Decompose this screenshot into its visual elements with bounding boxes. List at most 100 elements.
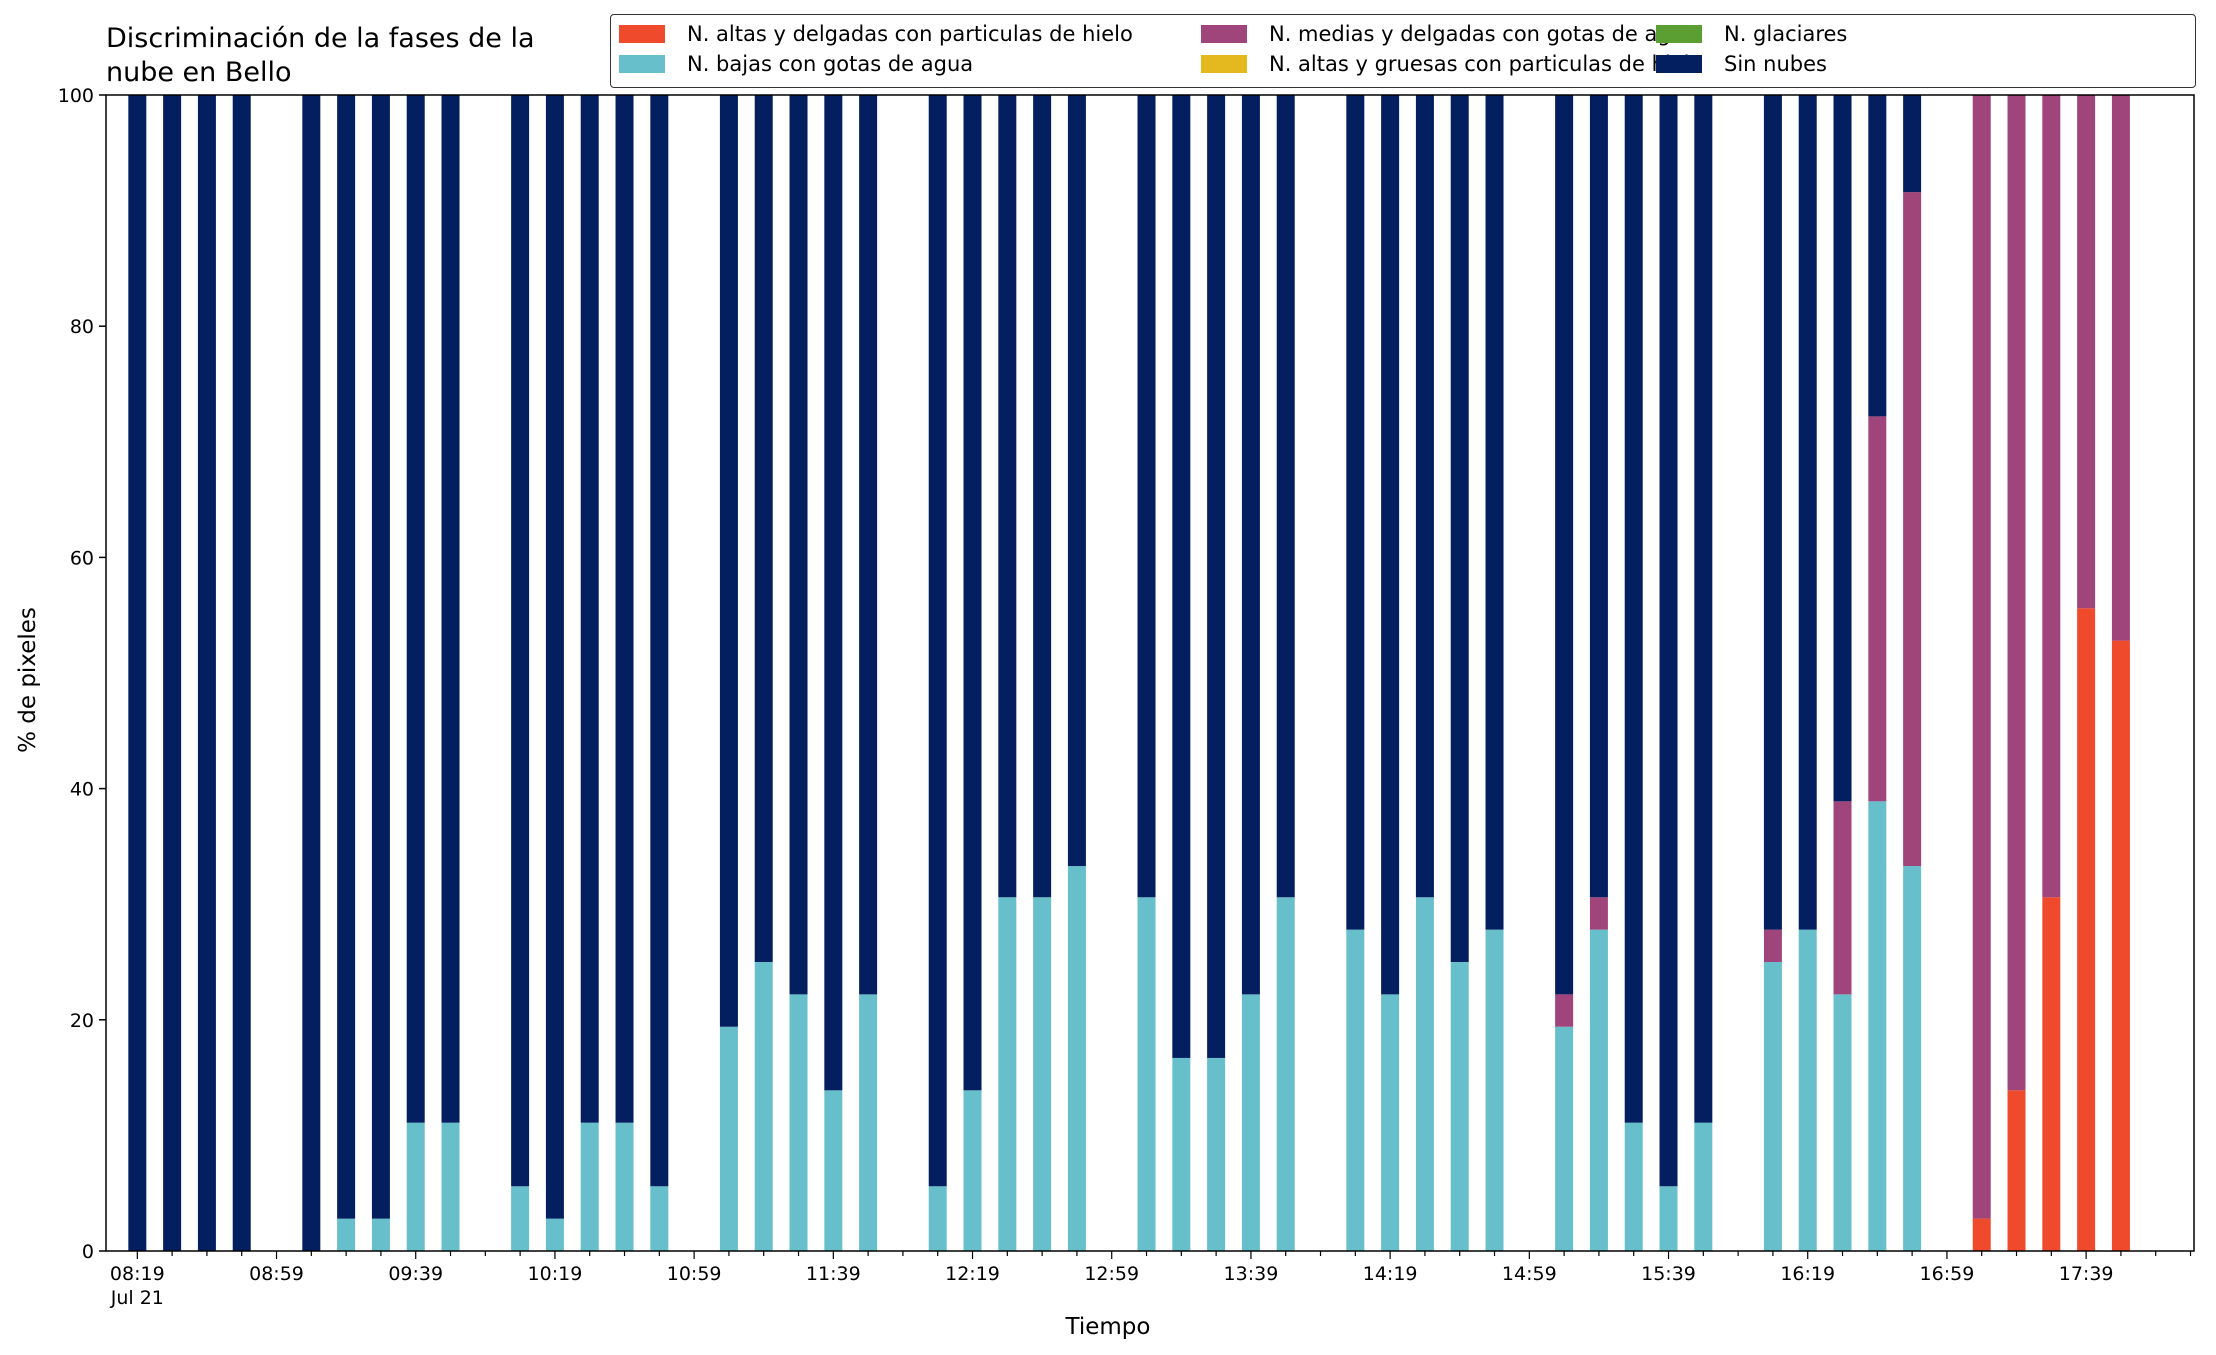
bar-group [1415, 95, 1434, 1251]
bar-group [1972, 95, 1991, 1251]
bar-segment-high-thin [2007, 1090, 2026, 1251]
bar-segment-clear [824, 95, 843, 1091]
bar-group [1276, 95, 1295, 1251]
bar-segment-low-water [1833, 994, 1852, 1251]
bar-segment-low-water [824, 1090, 843, 1251]
legend-swatch [1201, 25, 1247, 43]
bar-group [1137, 95, 1156, 1251]
bar-segment-mid-water [1972, 95, 1991, 1219]
bar-group [337, 95, 356, 1251]
bar-segment-low-water [441, 1122, 460, 1251]
y-tick-label: 0 [82, 1241, 94, 1263]
bar-group [511, 95, 530, 1251]
bar-group [1172, 95, 1191, 1251]
bar-segment-clear [128, 95, 147, 1251]
bar-segment-mid-water [2007, 95, 2026, 1091]
bar-segment-clear [1868, 95, 1887, 417]
bar-group [1659, 95, 1678, 1251]
legend-label: N. glaciares [1724, 22, 1848, 46]
bar-segment-clear [1763, 95, 1782, 930]
bar-segment-low-water [928, 1186, 947, 1251]
bar-group [1346, 95, 1365, 1251]
bar-segment-clear [1589, 95, 1608, 898]
bar-segment-low-water [998, 897, 1017, 1251]
bar-segment-clear [1415, 95, 1434, 898]
bar-segment-clear [928, 95, 947, 1187]
bar-group [1694, 95, 1713, 1251]
legend-label: N. altas y gruesas con particulas de hie… [1269, 52, 1703, 76]
x-tick-label: 11:39 [806, 1263, 861, 1285]
bar-group [545, 95, 564, 1251]
bar-segment-low-water [963, 1090, 982, 1251]
x-tick-label: 12:19 [945, 1263, 1000, 1285]
bar-group [754, 95, 773, 1251]
legend-item: N. bajas con gotas de agua [619, 49, 973, 79]
bar-segment-clear [1624, 95, 1643, 1123]
bar-segment-clear [1137, 95, 1156, 898]
bar-segment-clear [1833, 95, 1852, 802]
bar-segment-low-water [859, 994, 878, 1251]
bar-segment-clear [998, 95, 1017, 898]
bar-group [2077, 95, 2096, 1251]
bar-segment-clear [963, 95, 982, 1091]
x-tick-label: 08:59 [249, 1263, 304, 1285]
bar-group [232, 95, 251, 1251]
bar-segment-low-water [1033, 897, 1052, 1251]
bar-segment-clear [1450, 95, 1469, 962]
bar-segment-mid-water [1589, 897, 1608, 930]
x-tick-label: 08:19 [110, 1263, 165, 1285]
bar-segment-low-water [580, 1122, 599, 1251]
bar-segment-low-water [1346, 929, 1365, 1251]
chart-title: Discriminación de la fases de la nube en… [106, 23, 535, 88]
bar-segment-clear [580, 95, 599, 1123]
legend-item: N. altas y delgadas con particulas de hi… [619, 19, 1133, 49]
x-tick-label: 15:39 [1641, 1263, 1696, 1285]
bar-group [2042, 95, 2061, 1251]
bar-segment-clear [1798, 95, 1817, 930]
bar-segment-low-water [545, 1218, 564, 1251]
bar-group [1033, 95, 1052, 1251]
y-tick-label: 40 [70, 779, 94, 801]
x-tick-label: 14:59 [1502, 1263, 1557, 1285]
bar-group [789, 95, 808, 1251]
bar-segment-clear [371, 95, 390, 1219]
bar-segment-clear [1381, 95, 1400, 995]
bar-group [302, 95, 321, 1251]
bar-group [163, 95, 182, 1251]
legend-swatch [619, 55, 665, 73]
bar-segment-clear [163, 95, 182, 1251]
bar-group [859, 95, 878, 1251]
x-tick-label: 14:19 [1363, 1263, 1418, 1285]
x-tick-label: 16:59 [1920, 1263, 1975, 1285]
bar-segment-low-water [1381, 994, 1400, 1251]
bar-segment-clear [1485, 95, 1504, 930]
bar-segment-clear [1033, 95, 1052, 898]
bar-group [1833, 95, 1852, 1251]
bar-segment-low-water [406, 1122, 425, 1251]
bar-segment-low-water [1067, 866, 1086, 1251]
bar-segment-low-water [1485, 929, 1504, 1251]
bar-segment-mid-water [1903, 192, 1922, 867]
legend-swatch [1656, 25, 1702, 43]
bar-segment-clear [1659, 95, 1678, 1187]
legend: N. altas y delgadas con particulas de hi… [610, 14, 2196, 88]
y-tick-label: 100 [58, 85, 94, 107]
bar-group [406, 95, 425, 1251]
bar-segment-low-water [1589, 929, 1608, 1251]
bar-group [615, 95, 634, 1251]
bar-segment-low-water [1624, 1122, 1643, 1251]
bar-segment-clear [1207, 95, 1226, 1058]
bar-group [128, 95, 147, 1251]
bar-segment-low-water [789, 994, 808, 1251]
x-tick-label: 17:39 [2059, 1263, 2114, 1285]
legend-item: N. altas y gruesas con particulas de hie… [1201, 49, 1702, 79]
bar-group [1903, 95, 1922, 1251]
bar-group [441, 95, 460, 1251]
bar-segment-mid-water [1763, 929, 1782, 962]
bar-segment-clear [197, 95, 216, 1251]
bar-group [1207, 95, 1226, 1251]
bar-segment-mid-water [1833, 801, 1852, 995]
bar-group [1624, 95, 1643, 1251]
legend-label: N. altas y delgadas con particulas de hi… [687, 22, 1133, 46]
y-tick-label: 20 [70, 1010, 94, 1032]
